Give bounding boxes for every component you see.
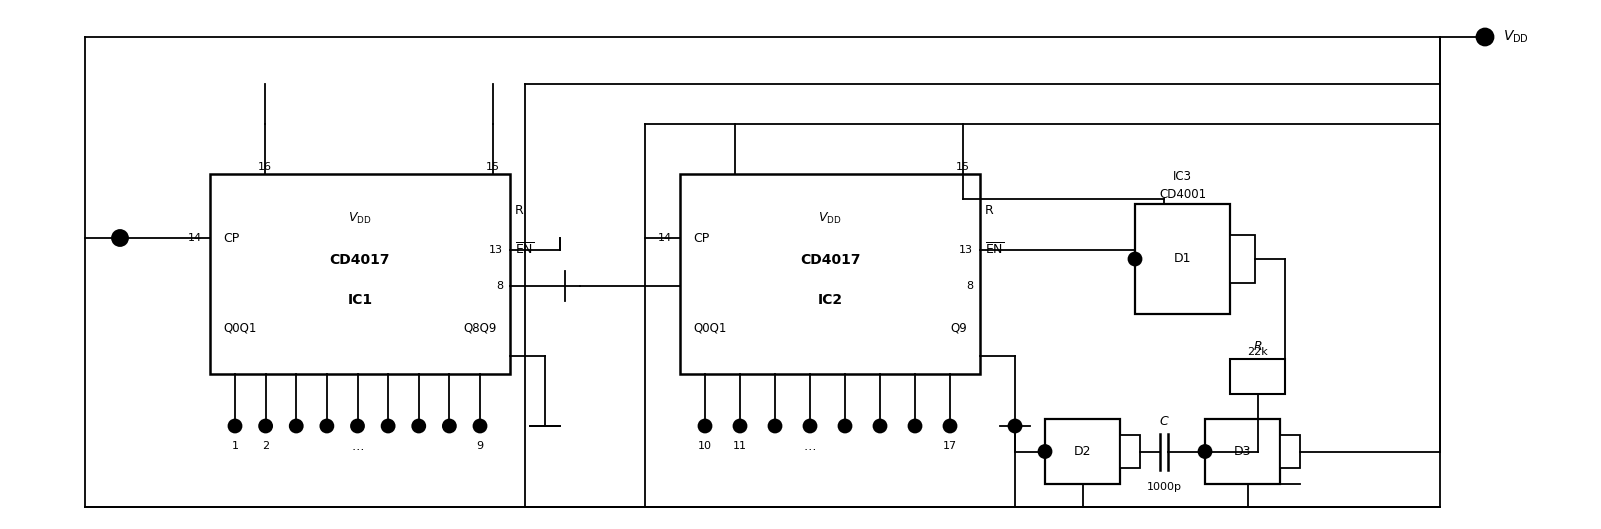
Text: R: R <box>516 204 524 216</box>
Text: 16: 16 <box>258 162 272 172</box>
Text: $\overline{\rm EN}$: $\overline{\rm EN}$ <box>985 242 1004 258</box>
Text: 13: 13 <box>959 245 973 255</box>
Circle shape <box>381 419 394 433</box>
Bar <box>1045 419 1121 484</box>
Text: $V_{\rm DD}$: $V_{\rm DD}$ <box>1503 29 1529 45</box>
Text: CP: CP <box>223 232 239 244</box>
Circle shape <box>411 419 426 433</box>
Text: $C$: $C$ <box>1159 415 1169 428</box>
Text: $\overline{\rm EN}$: $\overline{\rm EN}$ <box>516 242 535 258</box>
Text: IC1: IC1 <box>347 293 373 307</box>
Text: Q9: Q9 <box>951 322 967 334</box>
Circle shape <box>1199 445 1212 458</box>
Circle shape <box>943 419 956 433</box>
Text: D3: D3 <box>1234 445 1252 458</box>
Text: 17: 17 <box>943 441 957 451</box>
Text: 2: 2 <box>263 441 269 451</box>
Text: 13: 13 <box>488 245 503 255</box>
Bar <box>1206 419 1281 484</box>
Text: D1: D1 <box>1174 252 1191 266</box>
Circle shape <box>229 419 242 433</box>
Text: 9: 9 <box>477 441 484 451</box>
Text: 22k: 22k <box>1247 347 1268 357</box>
Text: D2: D2 <box>1074 445 1092 458</box>
Circle shape <box>290 419 303 433</box>
Bar <box>1230 359 1286 394</box>
Circle shape <box>839 419 852 433</box>
Circle shape <box>908 419 922 433</box>
Bar <box>680 174 980 374</box>
Circle shape <box>1129 252 1142 266</box>
Text: …: … <box>351 440 363 452</box>
Circle shape <box>112 230 128 246</box>
Text: 14: 14 <box>658 233 672 243</box>
Text: 1000p: 1000p <box>1146 482 1182 492</box>
Circle shape <box>474 419 487 433</box>
Bar <box>1135 204 1230 314</box>
Text: IC3: IC3 <box>1174 169 1193 183</box>
Text: $R$: $R$ <box>1252 340 1262 352</box>
Circle shape <box>351 419 363 433</box>
Text: CP: CP <box>693 232 709 244</box>
Text: 11: 11 <box>733 441 748 451</box>
Text: …: … <box>804 440 817 452</box>
Text: 15: 15 <box>956 162 970 172</box>
Text: CD4017: CD4017 <box>330 253 391 267</box>
Text: Q0Q1: Q0Q1 <box>223 322 256 334</box>
Text: 14: 14 <box>187 233 202 243</box>
Text: 8: 8 <box>496 281 503 291</box>
Text: $V_{\rm DD}$: $V_{\rm DD}$ <box>349 211 371 225</box>
Text: CD4001: CD4001 <box>1159 187 1206 200</box>
Circle shape <box>1476 29 1494 45</box>
Circle shape <box>1039 445 1052 458</box>
Circle shape <box>874 419 887 433</box>
Circle shape <box>733 419 746 433</box>
Text: Q0Q1: Q0Q1 <box>693 322 727 334</box>
Bar <box>210 174 511 374</box>
Bar <box>1121 435 1140 468</box>
Circle shape <box>259 419 272 433</box>
Circle shape <box>768 419 781 433</box>
Text: CD4017: CD4017 <box>800 253 860 267</box>
Circle shape <box>443 419 456 433</box>
Text: 10: 10 <box>698 441 712 451</box>
Text: 8: 8 <box>965 281 973 291</box>
Text: IC2: IC2 <box>818 293 842 307</box>
Circle shape <box>320 419 333 433</box>
Text: 15: 15 <box>487 162 500 172</box>
Circle shape <box>804 419 817 433</box>
Text: R: R <box>985 204 994 216</box>
Circle shape <box>698 419 711 433</box>
Bar <box>1281 435 1300 468</box>
Circle shape <box>1009 419 1021 433</box>
Text: Q8Q9: Q8Q9 <box>464 322 496 334</box>
Text: $V_{\rm DD}$: $V_{\rm DD}$ <box>818 211 842 225</box>
Bar <box>1230 235 1255 283</box>
Text: 1: 1 <box>232 441 239 451</box>
